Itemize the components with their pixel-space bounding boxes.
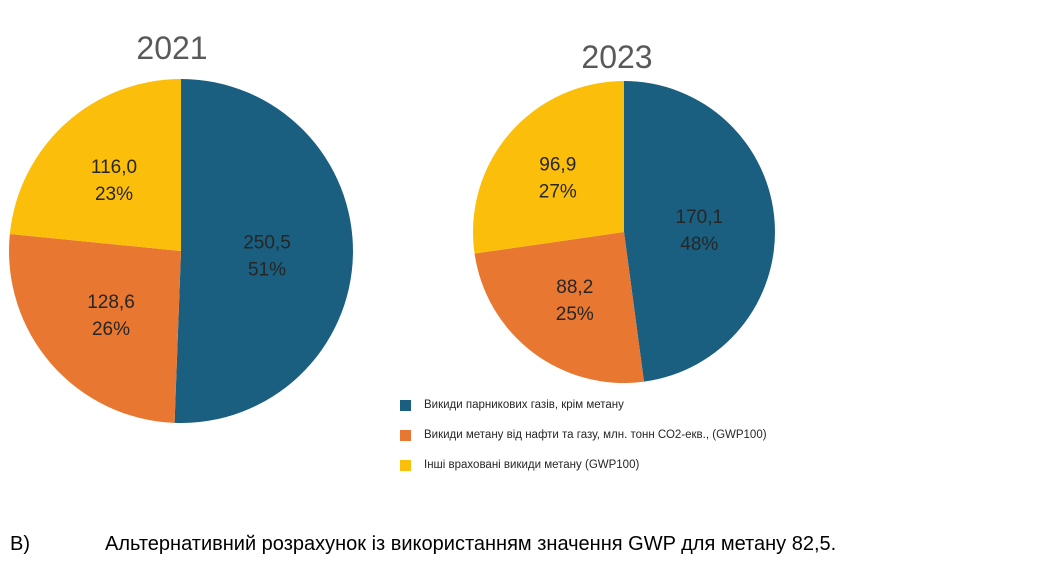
value-label-2021-non-methane: 250,5 [243, 233, 291, 254]
pie-2023: 170,1 48% 88,2 25% 96,9 27% 2023 [473, 39, 775, 383]
slice-2023-other-methane [473, 81, 624, 254]
pie-2021: 250,5 51% 128,6 26% 116,0 23% 2021 [9, 30, 353, 424]
legend-label-non-methane: Викиди парникових газів, крім метану [424, 399, 624, 411]
legend-swatch-non-methane [400, 399, 411, 411]
percent-label-2023-oil-gas-methane: 25% [556, 304, 594, 325]
percent-label-2021-oil-gas-methane: 26% [92, 319, 130, 340]
figure-caption: В) Альтернативний розрахунок із використ… [10, 528, 1035, 560]
slice-2021-non-methane [174, 79, 353, 424]
slice-2023-oil-gas-methane [474, 232, 644, 383]
legend-item-other-methane: Інші враховані викиди метану (GWP100) [400, 455, 830, 475]
value-label-2023-other-methane: 96,9 [539, 155, 576, 176]
caption-text: Альтернативний розрахунок із використанн… [105, 532, 837, 555]
legend-item-oil-gas-methane: Викиди метану від нафти та газу, млн. то… [400, 425, 830, 445]
legend-swatch-other-methane [400, 459, 411, 471]
slice-2023-non-methane [624, 81, 775, 382]
value-label-2023-non-methane: 170,1 [676, 207, 724, 228]
chart-title-2021: 2021 [136, 30, 207, 66]
legend-label-oil-gas-methane: Викиди метану від нафти та газу, млн. то… [424, 429, 767, 441]
caption-marker: В) [10, 532, 30, 555]
percent-label-2023-other-methane: 27% [539, 182, 577, 203]
legend: Викиди парникових газів, крім метану Вик… [400, 395, 830, 485]
legend-swatch-oil-gas-methane [400, 429, 411, 441]
slice-2021-other-methane [9, 79, 182, 251]
chart-title-2023: 2023 [581, 39, 652, 75]
legend-item-non-methane: Викиди парникових газів, крім метану [400, 395, 830, 415]
value-label-2023-oil-gas-methane: 88,2 [556, 277, 593, 298]
percent-label-2021-non-methane: 51% [248, 260, 286, 281]
legend-label-other-methane: Інші враховані викиди метану (GWP100) [424, 459, 640, 471]
percent-label-2021-other-methane: 23% [95, 184, 133, 205]
pie-charts: 250,5 51% 128,6 26% 116,0 23% 2021 170,1 48% 88,2… [9, 30, 775, 424]
percent-label-2023-non-methane: 48% [680, 234, 718, 255]
value-label-2021-other-methane: 116,0 [91, 157, 137, 178]
slice-2021-oil-gas-methane [9, 234, 181, 423]
value-label-2021-oil-gas-methane: 128,6 [87, 292, 135, 313]
